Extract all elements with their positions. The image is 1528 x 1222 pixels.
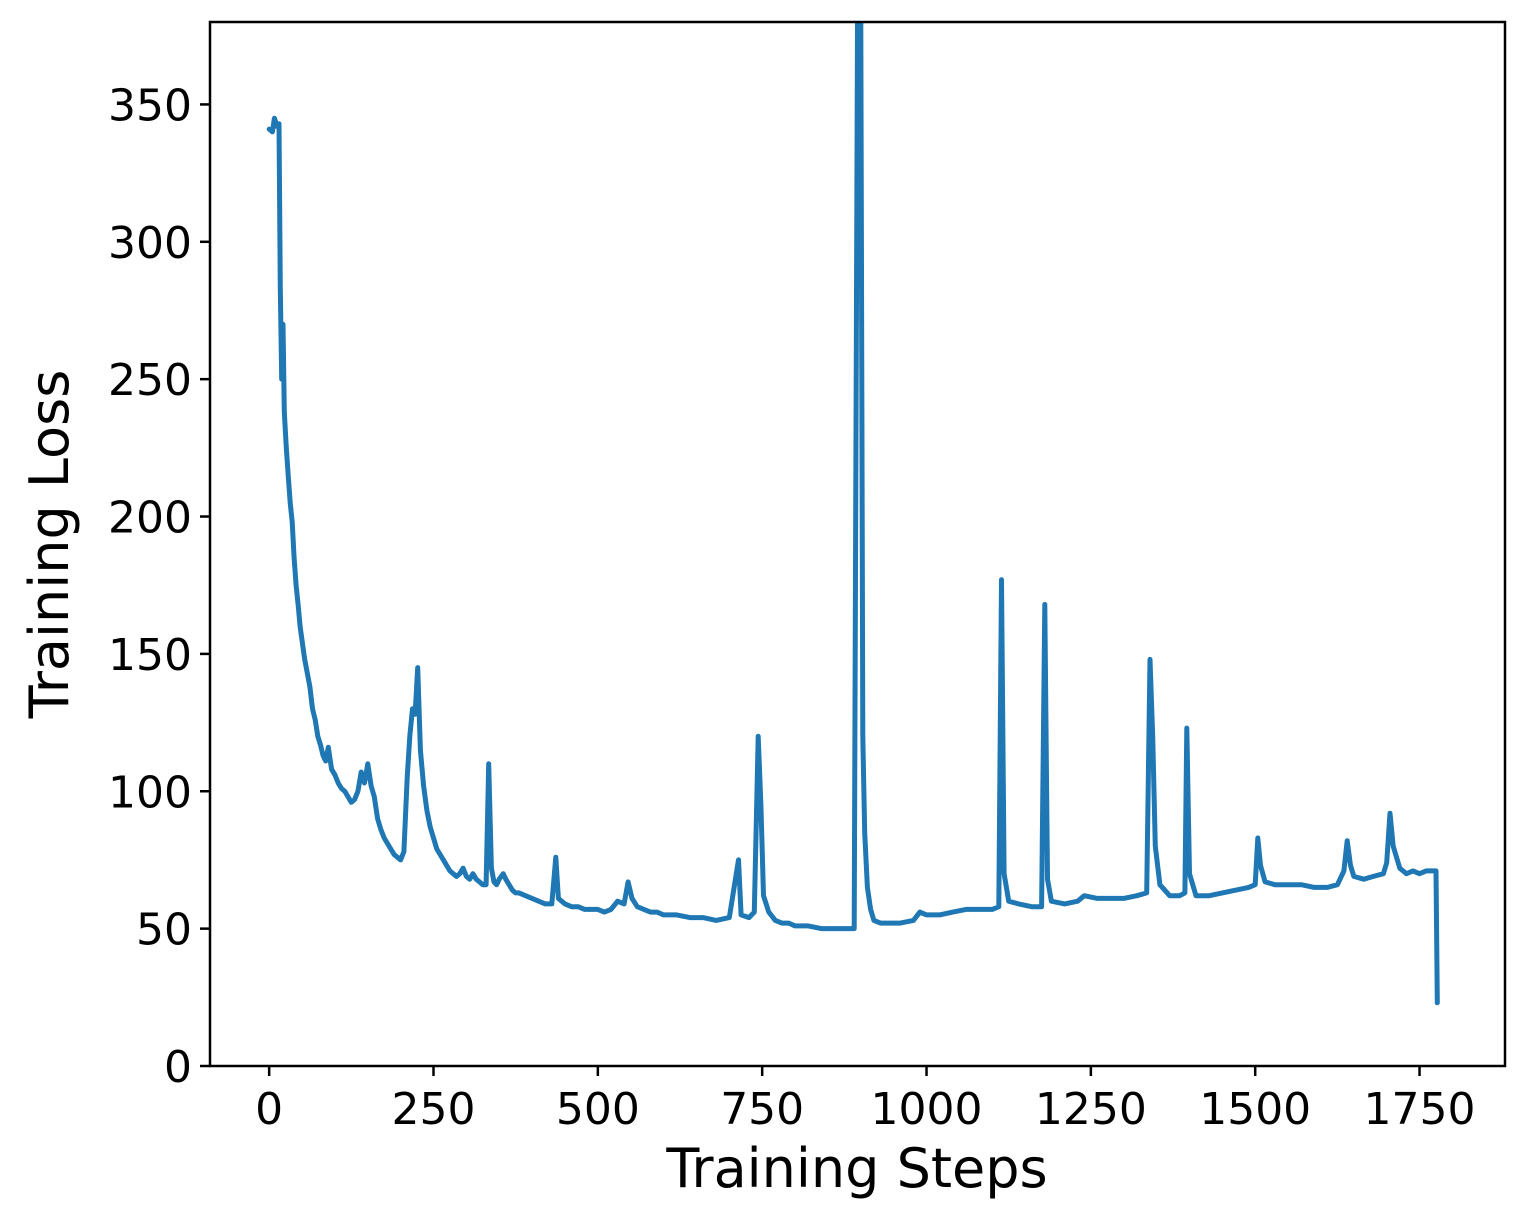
y-tick-label: 300	[108, 218, 192, 269]
plot-area	[208, 20, 1507, 1068]
y-tick-label: 50	[136, 905, 192, 956]
x-axis-title: Training Steps	[665, 1137, 1047, 1200]
y-tick-label: 250	[108, 355, 192, 406]
x-tick-label: 500	[556, 1084, 640, 1135]
x-tick-label: 1500	[1199, 1084, 1311, 1135]
x-tick-label: 750	[720, 1084, 804, 1135]
x-tick-label: 1000	[871, 1084, 983, 1135]
y-tick-label: 0	[164, 1042, 192, 1093]
y-tick-label: 150	[108, 630, 192, 681]
x-axis-ticks: 0 250 500 750 1000 1250 1500 1750	[255, 1066, 1476, 1135]
plot-frame	[208, 20, 1507, 1068]
x-tick-label: 250	[392, 1084, 476, 1135]
x-tick-label: 1250	[1035, 1084, 1147, 1135]
y-tick-label: 350	[108, 80, 192, 131]
y-tick-label: 200	[108, 493, 192, 544]
x-tick-label: 1750	[1364, 1084, 1476, 1135]
y-tick-label: 100	[108, 767, 192, 818]
x-tick-label: 0	[255, 1084, 283, 1135]
loss-series-line	[266, 22, 1440, 1006]
y-axis-ticks: 0 50 100 150 200 250 300 350	[108, 80, 210, 1093]
y-axis-title: Training Loss	[18, 370, 81, 720]
